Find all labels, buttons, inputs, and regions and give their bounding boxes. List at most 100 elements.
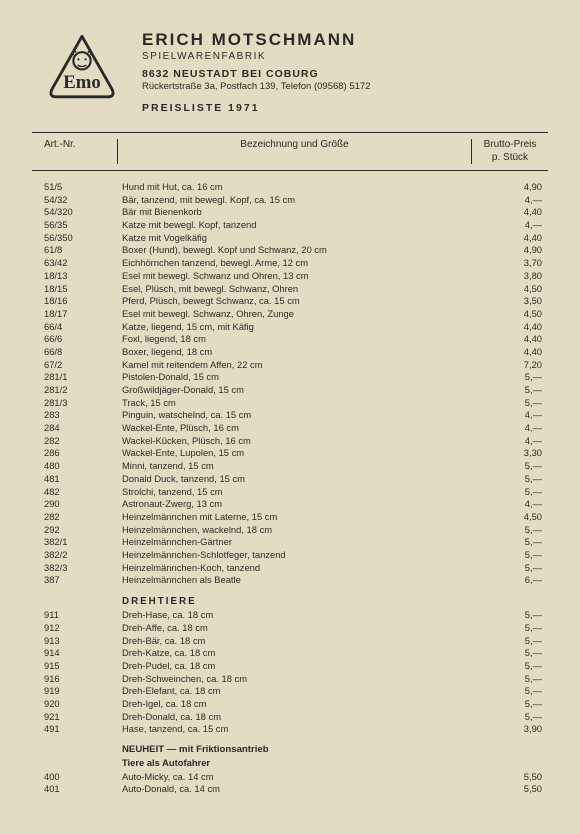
cell-art: 54/32 bbox=[32, 194, 118, 207]
cell-art: 283 bbox=[32, 409, 118, 422]
table-row: 916Dreh-Schweinchen, ca. 18 cm5,— bbox=[32, 673, 548, 686]
table-row: 911Dreh-Hase, ca. 18 cm5,— bbox=[32, 609, 548, 622]
cell-art: 63/42 bbox=[32, 257, 118, 270]
cell-desc: Pinguin, watschelnd, ca. 15 cm bbox=[118, 409, 472, 422]
cell-desc: Track, 15 cm bbox=[118, 397, 472, 410]
cell-desc: Eichhörnchen tanzend, bewegl. Arme, 12 c… bbox=[118, 257, 472, 270]
cell-art: 401 bbox=[32, 783, 118, 796]
cell-art: 292 bbox=[32, 524, 118, 537]
company-subtitle: SPIELWARENFABRIK bbox=[142, 51, 371, 62]
col-header-art: Art.-Nr. bbox=[32, 139, 118, 164]
cell-desc: Auto-Micky, ca. 14 cm bbox=[118, 771, 472, 784]
cell-art: 18/13 bbox=[32, 270, 118, 283]
table-row: 54/320Bär mit Bienenkorb4,40 bbox=[32, 206, 548, 219]
table-row: 382/2Heinzelmännchen-Schlotfeger, tanzen… bbox=[32, 549, 548, 562]
table-row: 282Wackel-Kücken, Plüsch, 16 cm4,— bbox=[32, 435, 548, 448]
cell-price: 5,— bbox=[472, 549, 548, 562]
cell-art: 915 bbox=[32, 660, 118, 673]
table-row: 284Wackel-Ente, Plüsch, 16 cm4,— bbox=[32, 422, 548, 435]
table-row: 919Dreh-Elefant, ca. 18 cm5,— bbox=[32, 685, 548, 698]
cell-desc: Katze, liegend, 15 cm, mit Käfig bbox=[118, 321, 472, 334]
cell-price: 4,— bbox=[472, 422, 548, 435]
col-header-desc: Bezeichnung und Größe bbox=[118, 139, 472, 164]
cell-price: 4,50 bbox=[472, 283, 548, 296]
price-table: Art.-Nr. Bezeichnung und Größe Brutto-Pr… bbox=[32, 132, 548, 796]
cell-art: 920 bbox=[32, 698, 118, 711]
cell-desc: Dreh-Pudel, ca. 18 cm bbox=[118, 660, 472, 673]
cell-art: 290 bbox=[32, 498, 118, 511]
cell-price: 4,40 bbox=[472, 206, 548, 219]
cell-desc: Esel mit bewegl. Schwanz und Ohren, 13 c… bbox=[118, 270, 472, 283]
table-row: 401Auto-Donald, ca. 14 cm5,50 bbox=[32, 783, 548, 796]
table-row: 66/6Foxl, liegend, 18 cm4,40 bbox=[32, 333, 548, 346]
cell-desc: Foxl, liegend, 18 cm bbox=[118, 333, 472, 346]
table-row: 290Astronaut-Zwerg, 13 cm4,— bbox=[32, 498, 548, 511]
cell-desc: Dreh-Igel, ca. 18 cm bbox=[118, 698, 472, 711]
table-row: 66/8Boxer, liegend, 18 cm4,40 bbox=[32, 346, 548, 359]
table-row: 56/350Katze mit Vogelkäfig4,40 bbox=[32, 232, 548, 245]
table-row: 281/2Großwildjäger-Donald, 15 cm5,— bbox=[32, 384, 548, 397]
table-row: 63/42Eichhörnchen tanzend, bewegl. Arme,… bbox=[32, 257, 548, 270]
table-row: 292Heinzelmännchen, wackelnd, 18 cm5,— bbox=[32, 524, 548, 537]
table-row: 18/17Esel mit bewegl. Schwanz, Ohren, Zu… bbox=[32, 308, 548, 321]
cell-art: 281/3 bbox=[32, 397, 118, 410]
cell-desc: Heinzelmännchen als Beatle bbox=[118, 574, 472, 587]
table-row: 67/2Kamel mit reitendem Affen, 22 cm7,20 bbox=[32, 359, 548, 372]
table-row: 283Pinguin, watschelnd, ca. 15 cm4,— bbox=[32, 409, 548, 422]
cell-price: 3,50 bbox=[472, 295, 548, 308]
col-header-price: Brutto-Preis p. Stück bbox=[472, 139, 548, 164]
cell-price: 6,— bbox=[472, 574, 548, 587]
table-row: 400Auto-Micky, ca. 14 cm5,50 bbox=[32, 771, 548, 784]
cell-art: 66/4 bbox=[32, 321, 118, 334]
cell-price: 5,— bbox=[472, 562, 548, 575]
cell-art: 914 bbox=[32, 647, 118, 660]
cell-price: 4,— bbox=[472, 194, 548, 207]
cell-desc: Donald Duck, tanzend, 15 cm bbox=[118, 473, 472, 486]
cell-desc: Strolchi, tanzend, 15 cm bbox=[118, 486, 472, 499]
company-name: ERICH MOTSCHMANN bbox=[142, 30, 371, 50]
table-row: 387Heinzelmännchen als Beatle6,— bbox=[32, 574, 548, 587]
cell-desc: Katze mit bewegl. Kopf, tanzend bbox=[118, 219, 472, 232]
table-row: 281/3Track, 15 cm5,— bbox=[32, 397, 548, 410]
cell-art: 56/350 bbox=[32, 232, 118, 245]
cell-art: 18/16 bbox=[32, 295, 118, 308]
section-subheading-tiere: Tiere als Autofahrer bbox=[32, 757, 548, 770]
cell-art: 282 bbox=[32, 511, 118, 524]
cell-desc: Bär, tanzend, mit bewegl. Kopf, ca. 15 c… bbox=[118, 194, 472, 207]
page-header: Emo ERICH MOTSCHMANN SPIELWARENFABRIK 86… bbox=[46, 28, 548, 114]
cell-price: 4,— bbox=[472, 409, 548, 422]
cell-desc: Katze mit Vogelkäfig bbox=[118, 232, 472, 245]
cell-price: 4,— bbox=[472, 435, 548, 448]
cell-price: 3,90 bbox=[472, 723, 548, 736]
cell-desc: Dreh-Schweinchen, ca. 18 cm bbox=[118, 673, 472, 686]
cell-price: 7,20 bbox=[472, 359, 548, 372]
cell-art: 919 bbox=[32, 685, 118, 698]
cell-desc: Heinzelmännchen, wackelnd, 18 cm bbox=[118, 524, 472, 537]
cell-art: 400 bbox=[32, 771, 118, 784]
cell-price: 4,90 bbox=[472, 181, 548, 194]
cell-art: 482 bbox=[32, 486, 118, 499]
table-row: 382/3Heinzelmännchen-Koch, tanzend5,— bbox=[32, 562, 548, 575]
cell-art: 281/1 bbox=[32, 371, 118, 384]
cell-art: 387 bbox=[32, 574, 118, 587]
cell-desc: Wackel-Ente, Lupolen, 15 cm bbox=[118, 447, 472, 460]
cell-desc: Heinzelmännchen-Koch, tanzend bbox=[118, 562, 472, 575]
cell-desc: Pferd, Plüsch, bewegt Schwanz, ca. 15 cm bbox=[118, 295, 472, 308]
cell-art: 18/17 bbox=[32, 308, 118, 321]
table-row: 382/1Heinzelmännchen-Gärtner5,— bbox=[32, 536, 548, 549]
cell-art: 284 bbox=[32, 422, 118, 435]
table-row: 482Strolchi, tanzend, 15 cm5,— bbox=[32, 486, 548, 499]
cell-price: 4,90 bbox=[472, 244, 548, 257]
cell-desc: Astronaut-Zwerg, 13 cm bbox=[118, 498, 472, 511]
cell-price: 5,— bbox=[472, 673, 548, 686]
cell-price: 4,40 bbox=[472, 321, 548, 334]
cell-art: 67/2 bbox=[32, 359, 118, 372]
cell-art: 913 bbox=[32, 635, 118, 648]
cell-desc: Boxer, liegend, 18 cm bbox=[118, 346, 472, 359]
cell-desc: Heinzelmännchen-Schlotfeger, tanzend bbox=[118, 549, 472, 562]
cell-price: 4,40 bbox=[472, 333, 548, 346]
cell-price: 4,— bbox=[472, 219, 548, 232]
cell-desc: Dreh-Donald, ca. 18 cm bbox=[118, 711, 472, 724]
table-row: 18/15Esel, Plüsch, mit bewegl. Schwanz, … bbox=[32, 283, 548, 296]
table-row: 921Dreh-Donald, ca. 18 cm5,— bbox=[32, 711, 548, 724]
